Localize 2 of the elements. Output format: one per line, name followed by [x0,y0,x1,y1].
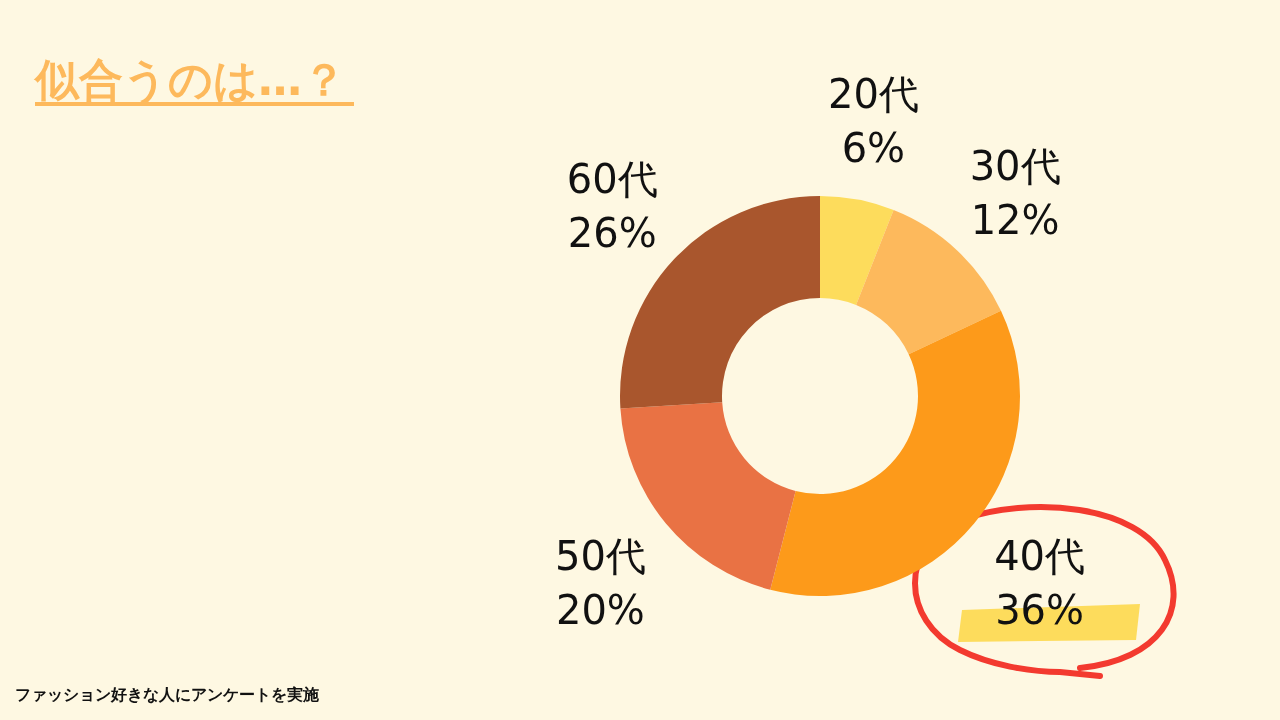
text: ファッション好きな人にアンケートを実施 [15,685,320,704]
text: 似合うのは…？ [33,54,346,105]
